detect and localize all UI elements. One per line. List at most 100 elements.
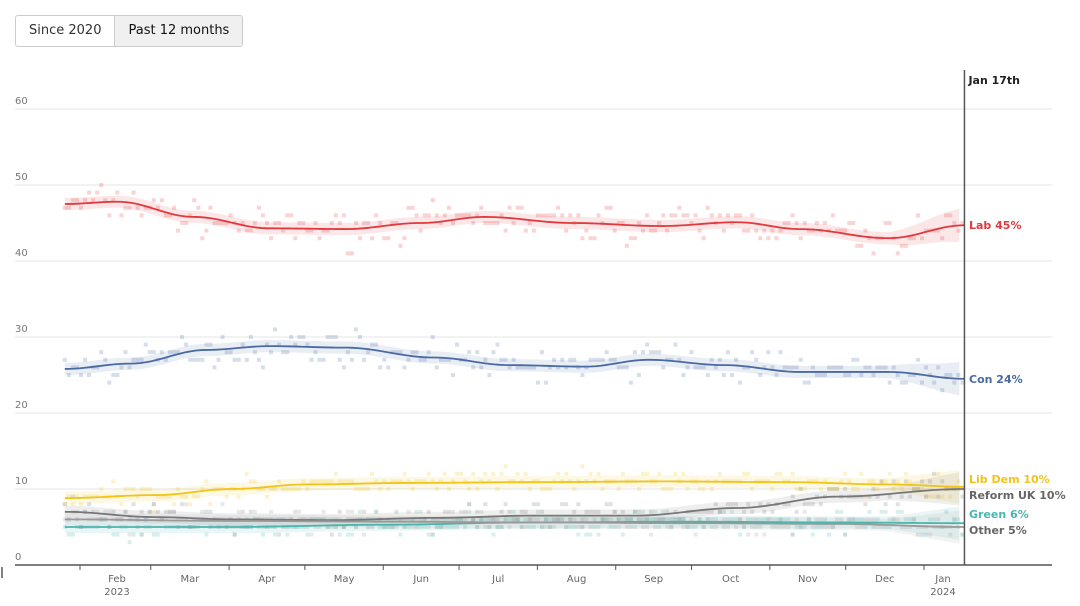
poll-dot (564, 525, 569, 529)
poll-dot (936, 228, 941, 233)
poll-dot (616, 221, 621, 225)
poll-dot (289, 213, 294, 218)
poll-dot (827, 487, 832, 491)
poll-dot (204, 342, 209, 347)
poll-dot (220, 502, 225, 507)
poll-dot (378, 487, 383, 491)
poll-dot (180, 494, 185, 499)
poll-dot (115, 532, 120, 537)
poll-dot (604, 517, 609, 522)
poll-dot (277, 342, 282, 347)
x-tick-label: Jan (934, 574, 950, 585)
poll-dot (778, 525, 783, 529)
poll-dot (596, 357, 601, 362)
poll-dot (264, 221, 269, 225)
poll-dot (232, 532, 237, 537)
poll-dot (463, 517, 468, 522)
poll-dot (887, 517, 892, 522)
poll-dot (616, 365, 621, 370)
poll-dot (131, 532, 136, 537)
poll-dot (693, 525, 698, 529)
poll-dot (641, 471, 646, 476)
poll-dot (204, 509, 209, 514)
poll-dot (172, 509, 177, 514)
poll-dot (446, 357, 451, 362)
poll-dot (584, 228, 589, 233)
past-12-months-button[interactable]: Past 12 months (114, 16, 243, 46)
poll-dot (835, 517, 840, 522)
poll-dot (778, 228, 783, 233)
poll-dot (87, 502, 92, 507)
poll-dot (701, 487, 706, 491)
poll-dot (701, 525, 706, 529)
poll-dot (123, 350, 128, 355)
poll-dot (875, 365, 880, 370)
confidence-band (64, 510, 960, 544)
poll-dot (349, 532, 354, 537)
poll-dot (256, 487, 261, 491)
poll-dot (782, 525, 787, 529)
poll-dot (810, 525, 815, 529)
poll-dot (176, 350, 181, 355)
poll-dot (814, 479, 819, 484)
poll-dot (111, 532, 116, 537)
poll-dot (576, 532, 581, 537)
poll-dot (277, 221, 282, 225)
poll-dot (127, 487, 132, 491)
poll-dot (717, 509, 722, 514)
poll-dot (657, 517, 662, 522)
poll-dot (790, 532, 795, 537)
poll-dot (244, 471, 249, 476)
poll-dot (499, 357, 504, 362)
since-2020-button[interactable]: Since 2020 (29, 23, 102, 38)
poll-dot (382, 357, 387, 362)
poll-dot (483, 357, 488, 362)
poll-dot (487, 525, 492, 529)
x-tick-label: Mar (180, 574, 200, 585)
poll-dot (600, 517, 605, 522)
poll-dot (184, 494, 189, 499)
poll-dot (592, 236, 597, 241)
poll-dot (491, 471, 496, 476)
poll-dot (131, 487, 136, 491)
poll-dot (414, 509, 419, 514)
poll-dot (899, 243, 904, 248)
poll-dot (450, 525, 455, 529)
poll-dot (159, 350, 164, 355)
poll-dot (386, 365, 391, 370)
poll-dot (273, 487, 278, 491)
poll-dot (839, 509, 844, 514)
poll-dot (139, 509, 144, 514)
poll-dot (256, 357, 261, 362)
poll-dot (495, 525, 500, 529)
poll-dot (151, 532, 156, 537)
poll-dot (535, 502, 540, 507)
poll-dot (131, 357, 136, 362)
poll-dot (636, 221, 641, 225)
poll-dot (66, 532, 71, 537)
poll-dot (410, 487, 415, 491)
poll-dot (374, 479, 379, 484)
poll-dot (713, 517, 718, 522)
poll-dot (641, 525, 646, 529)
poll-dot (560, 517, 565, 522)
poll-dot (442, 525, 447, 529)
poll-dot (467, 509, 472, 514)
poll-dot (786, 525, 791, 529)
poll-dot (406, 479, 411, 484)
poll-dot (180, 517, 185, 522)
poll-dot (697, 509, 702, 514)
poll-dot (115, 373, 120, 377)
poll-dot (382, 236, 387, 241)
poll-dot (366, 221, 371, 225)
poll-dot (572, 517, 577, 522)
poll-dot (843, 532, 848, 537)
y-tick-label: 10 (15, 476, 28, 487)
poll-dot (167, 350, 172, 355)
poll-dot (220, 221, 225, 225)
poll-dot (531, 365, 536, 370)
poll-dot (915, 532, 920, 537)
poll-dot (123, 509, 128, 514)
poll-dot (426, 350, 431, 355)
poll-dot (260, 213, 265, 218)
